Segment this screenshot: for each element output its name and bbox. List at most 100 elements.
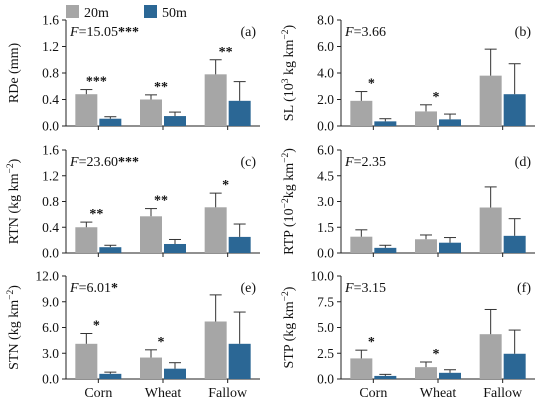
y-tick-label: 0.0 — [42, 246, 59, 261]
y-tick-label: 7.5 — [317, 294, 334, 309]
y-tick-label: 4.0 — [317, 66, 334, 81]
bar-s20-corn — [75, 94, 98, 126]
legend-label-s50: 50m — [162, 6, 187, 21]
panel-label: (f) — [517, 281, 531, 296]
significance-mark: ** — [154, 80, 168, 95]
y-tick-label: 1.6 — [42, 13, 59, 28]
y-tick-label: 0.0 — [42, 119, 59, 134]
bar-s50-corn — [99, 118, 122, 126]
bar-s20-corn — [75, 343, 98, 379]
y-axis-label: RDe (mm) — [7, 43, 22, 104]
bar-s50-corn — [99, 373, 122, 379]
legend: 20m 50m — [66, 5, 187, 21]
significance-mark: * — [158, 335, 165, 350]
y-tick-label: 1.2 — [42, 39, 59, 54]
x-tick-label-fallow: Fallow — [208, 386, 248, 401]
significance-mark: *** — [86, 75, 107, 90]
bar-s20-fallow — [479, 334, 502, 379]
y-tick-label: 10.0 — [310, 269, 334, 284]
y-tick-label: 0.0 — [42, 372, 59, 387]
chart-panels: 0.00.40.81.21.6*** ****F=15.05*** (a)RDe (… — [6, 13, 535, 401]
significance-mark: ** — [154, 194, 168, 209]
chart-panel-a: 0.00.40.81.21.6*** ****F=15.05*** (a)RDe (… — [7, 13, 260, 134]
chart-panel-c: 0.00.40.81.21.6*****F=23.60*** (c)RTN (kg… — [6, 143, 260, 261]
bar-s20-fallow — [204, 74, 227, 126]
chart-panel-d: 0.0 1.5 3.0 4.5 6.0 F=2.35 (d) RTP (10−2kg km−2… — [281, 143, 535, 261]
bar-s20-corn — [350, 358, 373, 379]
panel-label: (c) — [240, 155, 256, 170]
legend-swatch-s20 — [66, 5, 79, 18]
bar-s20-wheat — [415, 239, 437, 253]
y-tick-label: 4.5 — [317, 168, 334, 183]
x-tick-label-corn: Corn — [84, 386, 112, 401]
y-tick-label: 0.8 — [42, 194, 59, 209]
significance-mark: ** — [219, 45, 233, 60]
y-tick-label: 3.0 — [317, 194, 334, 209]
x-tick-label-corn: Corn — [359, 386, 387, 401]
legend-swatch-s50 — [144, 5, 157, 18]
bar-s50-fallow — [228, 100, 251, 126]
y-tick-label: 8.0 — [317, 13, 334, 28]
panel-label: (e) — [240, 281, 256, 296]
bar-s20-wheat — [140, 357, 162, 379]
bar-s20-fallow — [204, 207, 227, 253]
y-tick-label: 6.0 — [42, 320, 59, 335]
significance-mark: * — [93, 319, 100, 334]
bar-s50-corn — [374, 247, 397, 253]
chart-panel-e: 0.0 3.0 6.0 9.0 12.0 * Corn * Wheat Fallow F=6.01*… — [6, 269, 260, 401]
bar-s50-fallow — [228, 236, 251, 253]
significance-mark: * — [222, 178, 229, 193]
y-tick-label: 0.0 — [317, 372, 334, 387]
y-tick-label: 0.4 — [42, 92, 59, 107]
bar-s20-corn — [350, 236, 373, 253]
y-tick-label: 0.4 — [42, 220, 59, 235]
bar-s20-fallow — [204, 321, 227, 379]
bar-s50-wheat — [164, 116, 186, 126]
y-tick-label: 9.0 — [42, 294, 59, 309]
panel-label: (a) — [240, 25, 256, 40]
f-statistic: F=3.66 — [344, 25, 386, 40]
significance-mark: ** — [89, 207, 103, 222]
bar-s50-corn — [99, 247, 122, 253]
y-tick-label: 0.8 — [42, 66, 59, 81]
y-tick-label: 12.0 — [35, 269, 59, 284]
y-tick-label: 6.0 — [317, 39, 334, 54]
bar-s20-wheat — [415, 111, 437, 126]
bar-s20-wheat — [140, 99, 162, 126]
significance-mark: * — [368, 335, 375, 350]
legend-label-s20: 20m — [84, 6, 109, 21]
y-axis-label: STP (kg km−2) — [281, 286, 297, 368]
x-tick-label-wheat: Wheat — [145, 386, 182, 401]
bar-s50-corn — [374, 121, 397, 126]
bar-s50-wheat — [439, 242, 461, 253]
bar-s50-fallow — [228, 343, 251, 379]
f-statistic: F=2.35 — [344, 155, 386, 170]
bar-s50-wheat — [164, 243, 186, 253]
panel-label: (b) — [515, 25, 532, 40]
y-axis-label: RTN (kg km−2) — [6, 158, 22, 244]
bar-s50-corn — [374, 375, 397, 379]
significance-mark: * — [368, 77, 375, 92]
significance-mark: * — [433, 347, 440, 362]
bar-s20-wheat — [415, 367, 437, 379]
chart-panel-b: 0.0 2.0 4.0 6.0 8.0 * * F=3.66 (b) SL (103 kg km−… — [281, 13, 535, 134]
bar-s50-fallow — [503, 235, 526, 253]
f-statistic: F=23.60*** — [69, 155, 139, 170]
y-tick-label: 2.5 — [317, 346, 334, 361]
bar-s20-wheat — [140, 216, 162, 253]
y-tick-label: 0.0 — [317, 119, 334, 134]
bar-s20-fallow — [479, 207, 502, 253]
bar-s50-wheat — [439, 119, 461, 126]
x-tick-label-fallow: Fallow — [483, 386, 523, 401]
x-tick-label-wheat: Wheat — [420, 386, 457, 401]
f-statistic: F=6.01* — [69, 281, 118, 296]
f-statistic: F=15.05*** — [69, 25, 139, 40]
bar-s50-wheat — [439, 372, 461, 379]
bar-s20-fallow — [479, 75, 502, 126]
y-tick-label: 1.2 — [42, 168, 59, 183]
bar-s50-fallow — [503, 94, 526, 126]
y-tick-label: 5.0 — [317, 320, 334, 335]
y-axis-label: STN (kg km−2) — [6, 285, 22, 370]
significance-mark: * — [433, 90, 440, 105]
